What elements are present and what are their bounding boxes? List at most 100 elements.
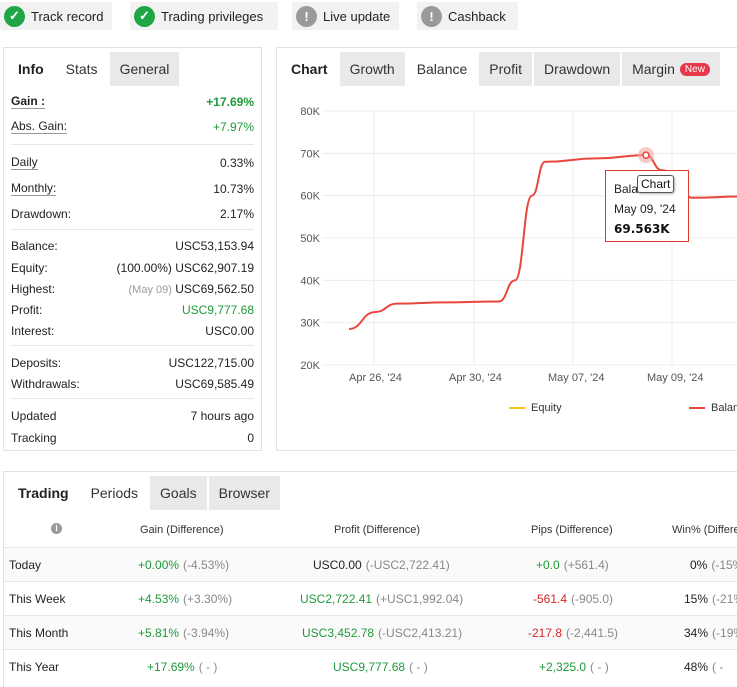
pips-value: -561.4 [533, 592, 568, 606]
x-tick-label: Apr 26, '24 [349, 372, 402, 384]
cell-pips-group: +2,325.0( - ) [539, 660, 609, 674]
legend-balance[interactable]: Balan [689, 402, 737, 414]
tab-chart[interactable]: Chart [281, 52, 338, 86]
row-highest: Highest: (May 09) USC69,562.50 [11, 279, 254, 299]
cell-profit-group: USC9,777.68( - ) [333, 660, 428, 674]
deposits-label: Deposits: [11, 356, 62, 370]
profit-diff: (-USC2,413.21) [378, 626, 463, 640]
tooltip-value: 69.563K [614, 222, 670, 236]
tab-growth[interactable]: Growth [339, 52, 405, 86]
abs-gain-label[interactable]: Abs. Gain: [11, 119, 68, 134]
profit-value: USC2,722.41 [300, 592, 373, 606]
cell-win-group: 15%(-21% [684, 592, 737, 606]
cell-profit-group: USC0.00 (-USC2,722.41) [313, 558, 450, 572]
tab-trading[interactable]: Trading [8, 476, 79, 510]
badge-trading-privileges[interactable]: ✓ Trading privileges [130, 2, 278, 30]
abs-gain-value: +7.97% [212, 120, 254, 134]
row-drawdown: Drawdown: 2.17% [11, 204, 254, 224]
win-value: 34% [684, 626, 709, 640]
legend-equity[interactable]: Equity [509, 402, 562, 414]
badge-cashback[interactable]: ! Cashback [417, 2, 518, 30]
check-icon: ✓ [134, 5, 155, 27]
cell-gain-group: +5.81% (-3.94%) [138, 626, 229, 640]
win-diff: ( - [712, 660, 724, 674]
tab-stats[interactable]: Stats [55, 52, 108, 86]
hover-point [642, 151, 650, 159]
divider [11, 398, 254, 399]
legend-balance-swatch [689, 407, 705, 409]
monthly-value: 10.73% [213, 182, 254, 196]
monthly-label[interactable]: Monthly: [11, 181, 57, 196]
tab-balance[interactable]: Balance [406, 52, 478, 86]
y-tick-label: 50K [300, 233, 320, 245]
drawdown-label: Drawdown: [11, 207, 72, 221]
col-gain: Gain (Difference) [140, 524, 224, 536]
tab-drawdown[interactable]: Drawdown [533, 52, 621, 86]
balance-chart[interactable]: 80K 70K 60K 50K 40K 30K 20K Apr 26, '24 Apr 30,… [277, 96, 737, 396]
tab-general[interactable]: General [109, 52, 180, 86]
badge-track-record[interactable]: ✓ Track record [0, 2, 112, 30]
pips-value: +2,325.0 [539, 660, 587, 674]
badge-label: Track record [31, 8, 104, 24]
tab-info[interactable]: Info [8, 52, 54, 86]
row-gain: Gain : +17.69% [11, 92, 254, 112]
drawdown-value: 2.17% [219, 207, 254, 221]
tab-browser[interactable]: Browser [208, 476, 280, 510]
tab-goals[interactable]: Goals [150, 476, 207, 510]
pips-value: +0.0 [536, 558, 560, 572]
cell-win-group: 34%(-19% [684, 626, 737, 640]
gain-label[interactable]: Gain : [11, 94, 46, 109]
updated-label: Updated [11, 409, 57, 423]
win-value: 48% [684, 660, 709, 674]
daily-label[interactable]: Daily [11, 155, 38, 170]
row-equity: Equity: (100.00%) USC62,907.19 [11, 258, 254, 278]
pips-diff: (-2,441.5) [566, 626, 619, 640]
profit-value: USC9,777.68 [333, 660, 406, 674]
tab-margin[interactable]: Margin New [622, 52, 720, 86]
gain-value: +4.53% [138, 592, 180, 606]
chart-tabbar: Chart Growth Balance Profit Drawdown Mar… [277, 48, 737, 86]
tab-periods[interactable]: Periods [80, 476, 149, 510]
row-interest: Interest: USC0.00 [11, 321, 254, 341]
info-icon[interactable]: i [51, 522, 62, 534]
tab-margin-label: Margin [632, 61, 675, 77]
divider [11, 345, 254, 346]
badge-label: Trading privileges [161, 8, 264, 24]
exclamation-icon: ! [421, 5, 442, 27]
cell-gain-group: +4.53% (+3.30%) [138, 592, 232, 606]
table-row: Today +0.00% (-4.53%) USC0.00 (-USC2,722.41)… [4, 547, 737, 581]
balance-value: USC53,153.94 [175, 239, 254, 253]
gain-value: +5.81% [138, 626, 180, 640]
exclamation-icon: ! [296, 5, 317, 27]
legend-balance-label: Balan [711, 402, 737, 414]
cell-profit-group: USC3,452.78 (-USC2,413.21) [302, 626, 462, 640]
badge-live-update[interactable]: ! Live update [292, 2, 399, 30]
profit-diff: ( - ) [409, 660, 428, 674]
balance-label: Balance: [11, 239, 58, 253]
equity-amount: USC62,907.19 [175, 261, 254, 275]
tab-profit[interactable]: Profit [479, 52, 532, 86]
tooltip-date: May 09, '24 [614, 202, 676, 216]
daily-value: 0.33% [219, 156, 254, 170]
trading-tabbar: Trading Periods Goals Browser [4, 472, 737, 510]
win-diff: (-19% [712, 626, 737, 640]
withdrawals-value: USC69,585.49 [175, 377, 254, 391]
col-pips: Pips (Difference) [531, 524, 613, 536]
win-diff: (-21% [712, 592, 737, 606]
interest-label: Interest: [11, 324, 55, 338]
cell-profit-group: USC2,722.41 (+USC1,992.04) [300, 592, 463, 606]
cell-period: This Month [9, 626, 69, 640]
new-badge: New [679, 62, 710, 76]
row-balance: Balance: USC53,153.94 [11, 236, 254, 256]
equity-value: (100.00%) USC62,907.19 [117, 261, 254, 275]
y-tick-label: 80K [300, 106, 320, 118]
cell-period: This Year [9, 660, 60, 674]
legend-equity-swatch [509, 407, 525, 409]
y-axis-ticks: 80K 70K 60K 50K 40K 30K 20K [300, 106, 320, 372]
withdrawals-label: Withdrawals: [11, 377, 80, 391]
badge-label: Cashback [448, 8, 506, 24]
row-daily: Daily 0.33% [11, 153, 254, 173]
y-tick-label: 20K [300, 360, 320, 372]
table-header: i Gain (Difference) Profit (Difference) … [4, 510, 737, 546]
pips-diff: ( - ) [590, 660, 609, 674]
